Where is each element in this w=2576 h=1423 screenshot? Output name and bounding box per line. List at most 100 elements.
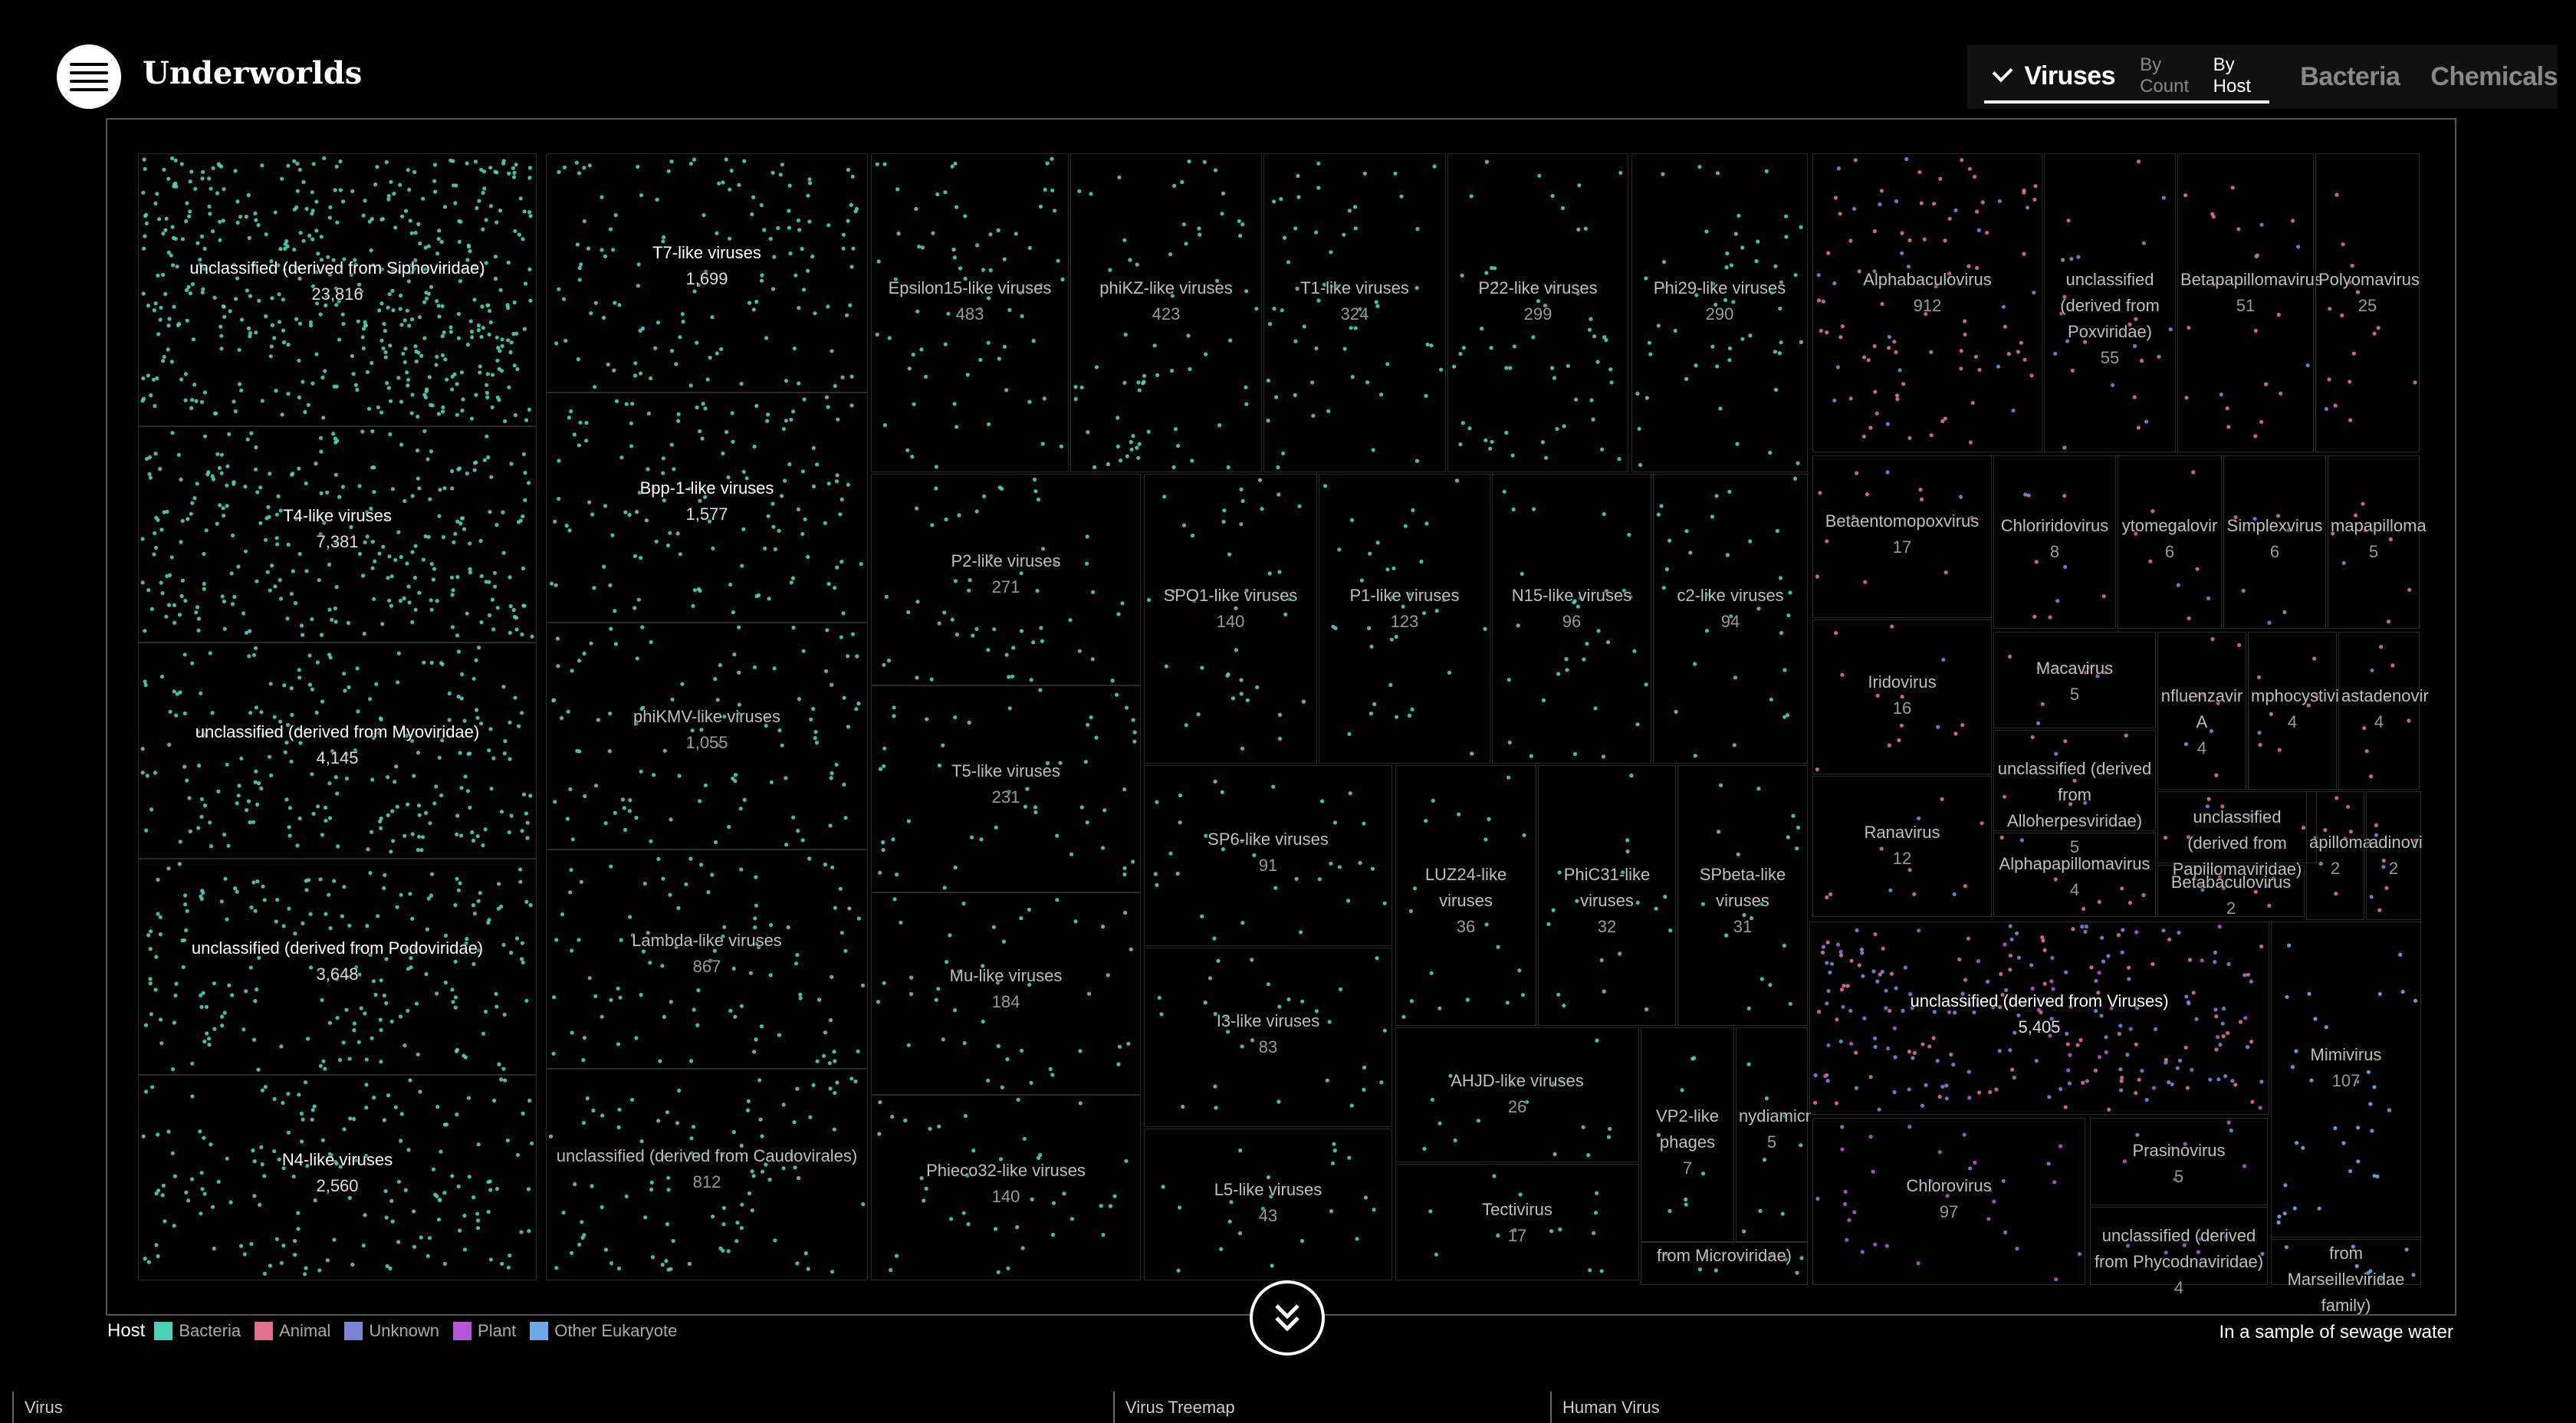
virus-dot: [513, 228, 518, 233]
treemap-tile[interactable]: [2271, 922, 2421, 1237]
treemap-tile[interactable]: [2223, 455, 2326, 629]
treemap-tile[interactable]: [2090, 1118, 2268, 1205]
treemap-tile[interactable]: [1395, 1027, 1639, 1162]
app-title[interactable]: Underworlds: [143, 55, 363, 91]
virus-dot: [164, 614, 169, 619]
treemap-tile[interactable]: [546, 393, 868, 623]
treemap-tile[interactable]: [1395, 765, 1536, 1026]
treemap-tile[interactable]: [546, 1069, 868, 1280]
virus-dot: [350, 353, 354, 358]
virus-dot: [528, 298, 533, 303]
treemap-tile[interactable]: [1653, 474, 1808, 764]
treemap-tile[interactable]: [1993, 833, 2156, 917]
treemap-tile[interactable]: [1993, 632, 2156, 728]
nav-viruses-tab[interactable]: Viruses By Count By Host: [1984, 54, 2270, 104]
treemap-tile[interactable]: [2366, 791, 2421, 920]
footer-section-virus-treemap[interactable]: Virus Treemap: [1113, 1392, 1235, 1423]
treemap-tile[interactable]: [1070, 153, 1262, 472]
treemap-tile[interactable]: [1993, 455, 2116, 629]
footer-section-human-virus[interactable]: Human Virus: [1550, 1392, 1660, 1423]
virus-dot: [450, 593, 455, 597]
treemap-tile[interactable]: [2306, 791, 2364, 920]
treemap-tile[interactable]: [2328, 455, 2420, 629]
virus-dot: [465, 161, 469, 166]
virus-dot: [277, 292, 281, 297]
double-chevron-down-icon[interactable]: [1250, 1280, 1325, 1356]
treemap-tile[interactable]: [2338, 632, 2420, 790]
virus-dot: [361, 327, 366, 331]
hamburger-icon[interactable]: [57, 44, 121, 109]
treemap-tile[interactable]: [1809, 922, 2269, 1115]
treemap-tile[interactable]: [1144, 474, 1317, 764]
treemap-tile[interactable]: [2044, 153, 2176, 452]
treemap-tile[interactable]: [1538, 765, 1676, 1026]
treemap-tile[interactable]: [138, 859, 537, 1075]
treemap-tile[interactable]: [871, 474, 1141, 685]
virus-dot: [143, 234, 147, 238]
nav-chemicals-tab[interactable]: Chemicals: [2430, 61, 2558, 91]
virus-dot: [235, 199, 240, 204]
treemap-tile[interactable]: [2157, 865, 2305, 917]
treemap-tile[interactable]: [2315, 153, 2420, 452]
treemap-tile[interactable]: [871, 685, 1141, 892]
treemap-tile[interactable]: [1812, 153, 2042, 452]
treemap-tile[interactable]: [1631, 153, 1808, 472]
virus-dot: [297, 395, 301, 400]
treemap-tile[interactable]: [2271, 1239, 2421, 1285]
virus-dot: [248, 334, 252, 339]
virus-dot: [180, 518, 185, 524]
treemap-tile[interactable]: [1677, 765, 1808, 1026]
treemap-tile[interactable]: [1641, 1242, 1808, 1285]
treemap-tile[interactable]: [1492, 474, 1651, 764]
legend-item-animal[interactable]: Animal: [255, 1321, 330, 1341]
legend-item-unknown[interactable]: Unknown: [344, 1321, 439, 1341]
treemap-tile[interactable]: [2248, 632, 2337, 790]
treemap-tile[interactable]: [1812, 455, 1992, 618]
treemap-tile[interactable]: [2118, 455, 2222, 629]
virus-dot: [476, 328, 481, 333]
virus-dot: [199, 399, 204, 405]
treemap-tile[interactable]: [2157, 632, 2246, 790]
sort-by-host[interactable]: By Host: [2213, 54, 2252, 97]
virus-dot: [511, 175, 517, 179]
treemap-tile[interactable]: [1736, 1027, 1808, 1242]
treemap-tile[interactable]: [138, 426, 537, 642]
treemap-tile[interactable]: [1144, 948, 1392, 1127]
treemap-tile[interactable]: [871, 153, 1069, 472]
treemap-tile[interactable]: [1812, 776, 1992, 917]
virus-dot: [349, 272, 353, 277]
treemap-tile[interactable]: [138, 153, 537, 426]
virus-dot: [222, 599, 226, 604]
legend-item-plant[interactable]: Plant: [453, 1321, 516, 1341]
virus-dot: [245, 288, 249, 293]
treemap-tile[interactable]: [1812, 1118, 2085, 1285]
virus-dot: [304, 481, 308, 486]
treemap-tile[interactable]: [1993, 730, 2156, 831]
treemap-tile[interactable]: [1144, 765, 1392, 946]
treemap-tile[interactable]: [2090, 1207, 2268, 1285]
treemap-tile[interactable]: [1447, 153, 1628, 472]
treemap-tile[interactable]: [546, 850, 868, 1069]
legend-item-other-eukaryote[interactable]: Other Eukaryote: [530, 1321, 677, 1341]
treemap-tile[interactable]: [1395, 1164, 1639, 1280]
footer-section-virus[interactable]: Virus: [12, 1392, 63, 1423]
treemap-tile[interactable]: [2157, 791, 2317, 863]
treemap-tile[interactable]: [1263, 153, 1446, 472]
virus-dot: [386, 194, 391, 199]
treemap-tile[interactable]: [1641, 1027, 1734, 1242]
treemap-tile[interactable]: [546, 153, 868, 393]
treemap-tile[interactable]: [138, 1075, 537, 1280]
sort-by-count[interactable]: By Count: [2140, 54, 2190, 97]
treemap-tile[interactable]: [138, 642, 537, 859]
treemap-tile[interactable]: [1144, 1129, 1392, 1280]
treemap-tile[interactable]: [871, 892, 1141, 1095]
treemap-tile[interactable]: [2177, 153, 2314, 452]
nav-bacteria-tab[interactable]: Bacteria: [2300, 61, 2400, 91]
treemap-tile[interactable]: [871, 1095, 1141, 1280]
treemap-tile[interactable]: [1319, 474, 1490, 764]
legend-item-bacteria[interactable]: Bacteria: [154, 1321, 241, 1341]
virus-dot: [147, 472, 152, 476]
treemap-tile[interactable]: [546, 623, 868, 850]
virus-dot: [509, 340, 514, 345]
treemap-tile[interactable]: [1812, 619, 1992, 774]
